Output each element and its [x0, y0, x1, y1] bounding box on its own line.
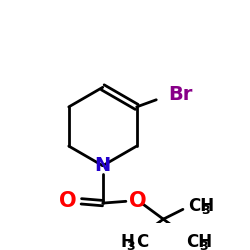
Text: 3: 3 [201, 204, 209, 217]
Text: CH: CH [188, 197, 214, 215]
Text: Br: Br [169, 85, 193, 104]
Text: 3: 3 [126, 240, 135, 250]
Text: 3: 3 [199, 240, 207, 250]
Text: CH: CH [186, 233, 212, 250]
Text: N: N [94, 156, 111, 175]
Text: C: C [136, 233, 149, 250]
Text: O: O [129, 191, 146, 211]
Text: H: H [121, 233, 135, 250]
Text: O: O [59, 191, 77, 211]
